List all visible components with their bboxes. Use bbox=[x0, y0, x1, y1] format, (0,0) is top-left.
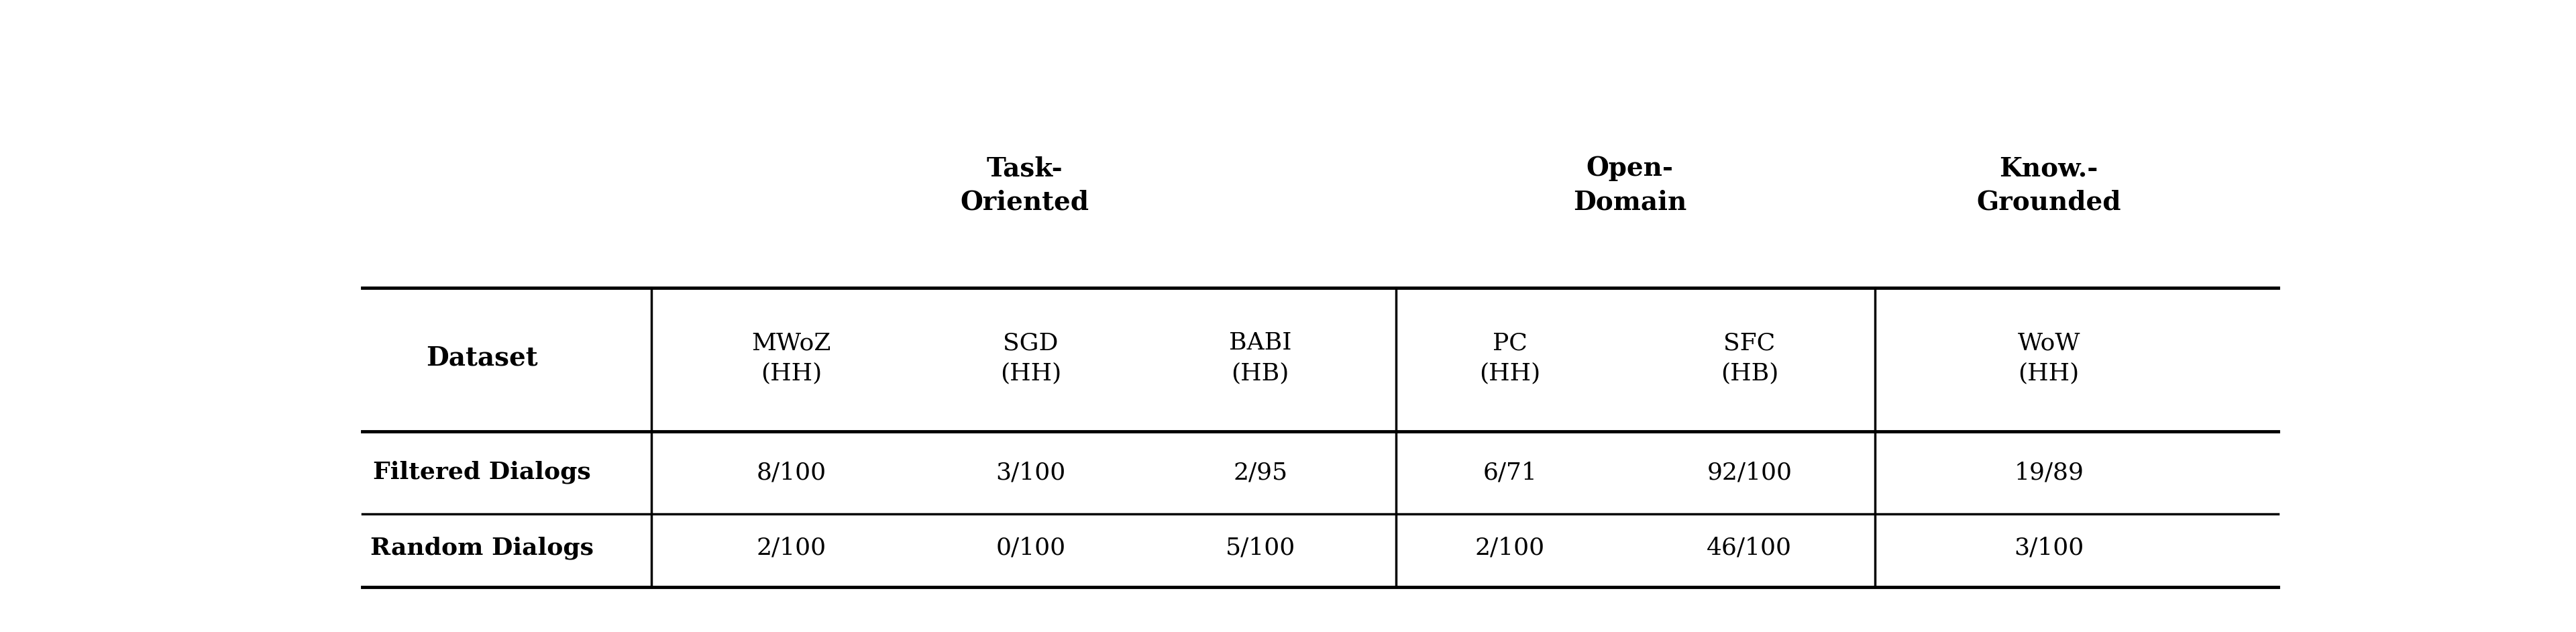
Text: 92/100: 92/100 bbox=[1708, 461, 1793, 484]
Text: 2/100: 2/100 bbox=[1476, 537, 1546, 559]
Text: 3/100: 3/100 bbox=[2014, 537, 2084, 559]
Text: 2/95: 2/95 bbox=[1234, 461, 1288, 484]
Text: WoW
(HH): WoW (HH) bbox=[2017, 332, 2081, 384]
Text: 2/100: 2/100 bbox=[757, 537, 827, 559]
Text: 19/89: 19/89 bbox=[2014, 461, 2084, 484]
Text: 3/100: 3/100 bbox=[997, 461, 1066, 484]
Text: SFC
(HB): SFC (HB) bbox=[1721, 332, 1777, 384]
Text: 46/100: 46/100 bbox=[1708, 537, 1793, 559]
Text: 8/100: 8/100 bbox=[757, 461, 827, 484]
Text: Random Dialogs: Random Dialogs bbox=[371, 537, 592, 559]
Text: BABI
(HB): BABI (HB) bbox=[1229, 332, 1291, 384]
Text: Open-
Domain: Open- Domain bbox=[1574, 156, 1687, 215]
Text: 6/71: 6/71 bbox=[1484, 461, 1538, 484]
Text: 0/100: 0/100 bbox=[997, 537, 1066, 559]
Text: Know.-
Grounded: Know.- Grounded bbox=[1976, 156, 2120, 215]
Text: Filtered Dialogs: Filtered Dialogs bbox=[374, 461, 590, 484]
Text: MWoZ
(HH): MWoZ (HH) bbox=[752, 332, 832, 384]
Text: Task-
Oriented: Task- Oriented bbox=[961, 156, 1090, 215]
Text: PC
(HH): PC (HH) bbox=[1479, 332, 1540, 384]
Text: SGD
(HH): SGD (HH) bbox=[999, 332, 1061, 384]
Text: 5/100: 5/100 bbox=[1226, 537, 1296, 559]
Text: Dataset: Dataset bbox=[425, 345, 538, 371]
